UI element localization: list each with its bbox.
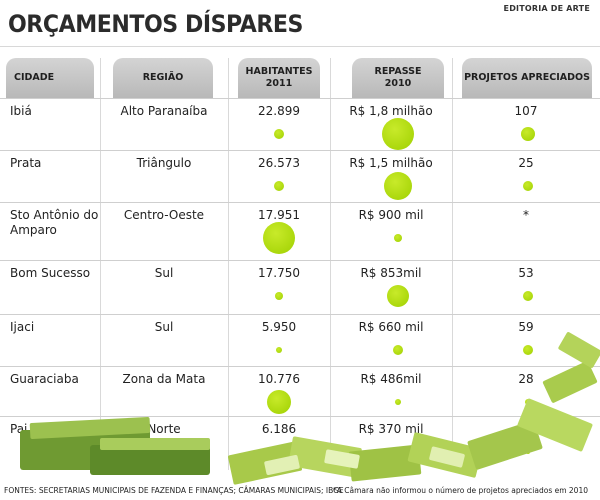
header-repasse-year: 2010: [384, 78, 412, 89]
projetos-bubble: [521, 127, 535, 141]
cell-habitantes: 26.573: [258, 156, 300, 170]
sources-note: FONTES: SECRETARIAS MUNICIPAIS DE FAZEND…: [4, 486, 344, 495]
cell-cidade: Ibiá: [10, 104, 32, 118]
cell-projetos: 28: [518, 372, 534, 386]
cell-cidade: Sto Antônio do Amparo: [10, 208, 99, 237]
repasse-bubble: [393, 345, 403, 355]
row-divider: [0, 366, 600, 367]
header-habitantes-year: 2011: [265, 78, 293, 89]
cell-projetos: 59: [518, 320, 534, 334]
header-projetos-label: PROJETOS APRECIADOS: [464, 72, 590, 83]
title-divider: [0, 46, 600, 47]
cell-cidade: Guaraciaba: [10, 372, 79, 386]
column-divider: [330, 58, 331, 470]
cell-cidade: Prata: [10, 156, 42, 170]
cell-repasse: R$ 370 mil: [358, 422, 424, 436]
cell-habitantes: 17.951: [258, 208, 300, 222]
header-projetos: PROJETOS APRECIADOS: [462, 58, 592, 98]
repasse-bubble: [384, 172, 412, 200]
row-divider: [0, 98, 600, 99]
cell-regiao: Sul: [154, 320, 174, 334]
header-cidade: CIDADE: [6, 58, 94, 98]
row-divider: [0, 314, 600, 315]
page-title: ORÇAMENTOS DÍSPARES: [8, 10, 303, 38]
cell-repasse: R$ 1,5 milhão: [349, 156, 433, 170]
cell-regiao: Zona da Mata: [122, 372, 206, 386]
habitantes-bubble: [276, 347, 282, 353]
money-pile-illustration: [20, 332, 600, 485]
credit-label: EDITORIA DE ARTE: [503, 4, 590, 13]
row-divider: [0, 150, 600, 151]
cell-habitantes: 22.899: [258, 104, 300, 118]
row-divider: [0, 202, 600, 203]
header-regiao: REGIÃO: [113, 58, 213, 98]
projetos-bubble: [523, 345, 533, 355]
cell-regiao: Sul: [154, 266, 174, 280]
habitantes-bubble: [263, 222, 295, 254]
cell-habitantes: 6.186: [261, 422, 297, 436]
cell-repasse: R$ 853mil: [360, 266, 422, 280]
cell-projetos: *: [523, 208, 529, 222]
cell-projetos: 25: [518, 156, 534, 170]
cell-regiao: Norte: [147, 422, 181, 436]
repasse-bubble: [394, 234, 402, 242]
row-divider: [0, 260, 600, 261]
cell-regiao: Centro-Oeste: [123, 208, 205, 222]
cell-repasse: R$ 486mil: [360, 372, 422, 386]
repasse-bubble: [395, 399, 401, 405]
header-regiao-label: REGIÃO: [142, 72, 184, 83]
header-habitantes: HABITANTES 2011: [238, 58, 320, 98]
column-divider: [228, 58, 229, 470]
row-divider: [0, 416, 600, 417]
cell-regiao: Alto Paranaíba: [120, 104, 208, 118]
cell-repasse: R$ 660 mil: [358, 320, 424, 334]
habitantes-bubble: [267, 390, 291, 414]
habitantes-bubble: [274, 129, 284, 139]
cell-projetos: 107: [514, 104, 538, 118]
header-repasse: REPASSE 2010: [352, 58, 444, 98]
header-repasse-label: REPASSE: [374, 66, 422, 77]
repasse-bubble: [387, 285, 409, 307]
habitantes-bubble: [275, 292, 283, 300]
header-habitantes-label: HABITANTES: [245, 66, 313, 77]
scattered-banknotes-icon: [228, 332, 600, 485]
column-divider: [100, 58, 101, 470]
projetos-bubble: [523, 181, 533, 191]
cell-repasse: R$ 1,8 milhão: [349, 104, 433, 118]
header-cidade-label: CIDADE: [14, 72, 55, 83]
cell-habitantes: 17.750: [258, 266, 300, 280]
habitantes-bubble: [274, 181, 284, 191]
cell-projetos: 53: [518, 266, 534, 280]
cell-regiao: Triângulo: [136, 156, 192, 170]
cell-cidade: Ijaci: [10, 320, 35, 334]
cell-cidade: Bom Sucesso: [10, 266, 91, 280]
cell-habitantes: 10.776: [258, 372, 300, 386]
cell-repasse: R$ 900 mil: [358, 208, 424, 222]
banknote-stack-icon: [20, 416, 210, 475]
cell-habitantes: 5.950: [261, 320, 297, 334]
projetos-bubble: [523, 291, 533, 301]
repasse-bubble: [382, 118, 414, 150]
column-divider: [452, 58, 453, 470]
asterisk-note: *A Câmara não informou o número de proje…: [333, 486, 588, 495]
